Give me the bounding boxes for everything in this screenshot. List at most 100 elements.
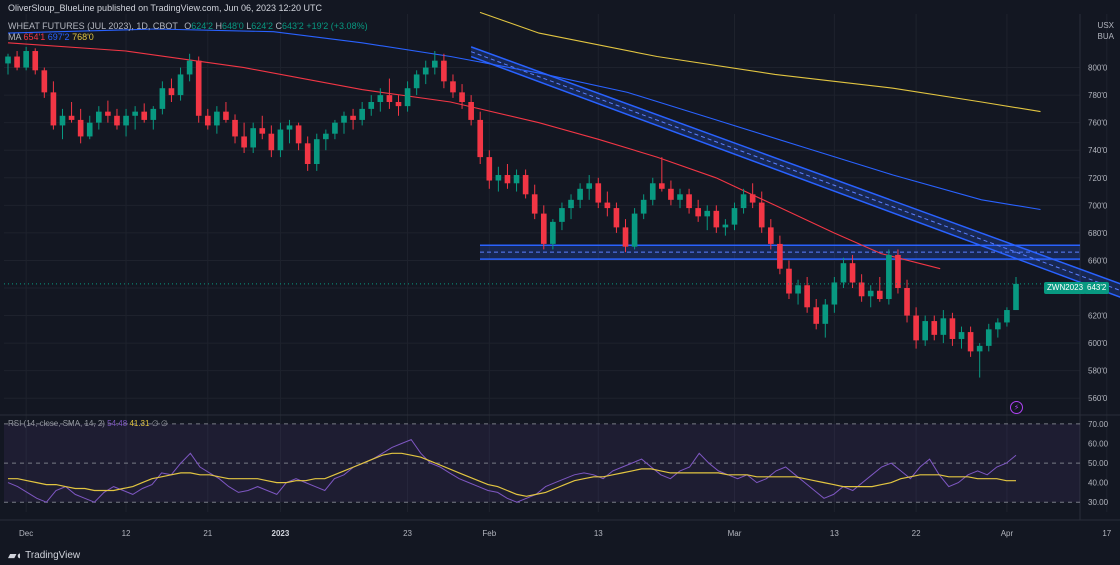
candle-body — [886, 254, 892, 300]
rsi-ma-line — [8, 452, 1016, 497]
candle-body — [895, 254, 901, 288]
price-tick-label: 560'0 — [1088, 394, 1108, 403]
candle-body — [668, 188, 674, 200]
price-tick-label: 620'0 — [1088, 312, 1108, 321]
candle-body — [559, 208, 565, 222]
ma-value-1: 654'1 — [23, 32, 46, 42]
ohlc-c: 643'2 — [282, 21, 304, 31]
candle-body — [77, 119, 84, 137]
rsi-value-1: 54.48 — [107, 419, 128, 428]
candle-body — [777, 243, 783, 269]
ohlc-change: +19'2 (+3.08%) — [306, 21, 368, 31]
ma-legend: MA 654'1 697'2 768'0 — [8, 32, 94, 42]
currency-line-1: USX — [1097, 21, 1114, 30]
candle-body — [195, 60, 202, 116]
ohlc-c-label: C — [275, 21, 283, 31]
candle-body — [241, 136, 247, 148]
ohlc-o: 624'2 — [191, 21, 213, 31]
price-tick-label: 600'0 — [1088, 339, 1108, 348]
candle-body — [949, 318, 956, 339]
candle-body — [450, 81, 456, 93]
candle-body — [577, 188, 583, 200]
rsi-pane — [4, 423, 1080, 503]
candle-body — [341, 115, 347, 123]
candle-body — [250, 128, 257, 148]
candle-body — [504, 175, 511, 184]
time-tick-label: 13 — [594, 529, 603, 538]
rsi-tick-label: 50.00 — [1088, 459, 1109, 468]
price-tick-label: 740'0 — [1088, 146, 1108, 155]
down-channel — [470, 46, 1120, 298]
candle-body — [722, 224, 729, 228]
ohlc-l-label: L — [246, 21, 252, 31]
candle-body — [767, 227, 774, 244]
rsi-line — [7, 438, 1017, 503]
candle-body — [931, 321, 938, 335]
grid-lines — [0, 14, 1120, 521]
ma-label: MA — [8, 32, 22, 42]
candle-body — [695, 208, 701, 217]
candle-body — [758, 202, 765, 228]
candle-body — [359, 108, 365, 120]
price-tick-label: 580'0 — [1088, 367, 1108, 376]
candle-body — [976, 345, 983, 352]
rsi-legend-text: RSI (14, close, SMA, 14, 2) — [8, 419, 105, 428]
lightning-icon[interactable]: ⚡ — [1010, 401, 1023, 414]
candle-body — [14, 56, 20, 68]
candle-body — [731, 208, 738, 225]
rsi-tick-label: 30.00 — [1088, 498, 1109, 507]
candle-body — [477, 119, 484, 158]
moving-averages — [7, 11, 1041, 270]
time-tick-label: 13 — [830, 529, 839, 538]
candle-body — [105, 111, 111, 116]
rsi-tick-label: 40.00 — [1088, 479, 1109, 488]
channel-fill — [471, 46, 1120, 298]
candle-body — [831, 282, 838, 305]
candle-body — [177, 74, 184, 96]
channel-upper-line — [470, 46, 1120, 285]
candle-body — [223, 111, 229, 120]
candle-body — [5, 56, 11, 64]
candle-body — [86, 122, 93, 137]
candle-body — [41, 70, 48, 93]
candle-body — [940, 318, 947, 335]
channel-mid-line — [470, 51, 1120, 291]
ma-line-3 — [479, 11, 1041, 113]
candlesticks — [4, 46, 1080, 378]
candle-body — [114, 115, 120, 126]
price-tick-label: 700'0 — [1088, 201, 1108, 210]
candle-body — [804, 285, 810, 308]
candle-body — [922, 321, 929, 341]
candle-body — [159, 88, 166, 109]
candle-body — [704, 210, 711, 217]
candle-body — [459, 92, 465, 102]
candle-body — [395, 102, 402, 107]
candle-body — [522, 175, 529, 195]
candle-body — [604, 202, 611, 209]
candle-body — [204, 115, 211, 126]
candle-body — [431, 60, 438, 68]
price-tick-label: 720'0 — [1088, 174, 1108, 183]
tradingview-logo-icon: ▰◖ — [8, 550, 22, 562]
symbol-name: WHEAT FUTURES (JUL 2023), 1D, CBOT — [8, 21, 178, 31]
ma-value-3: 768'0 — [72, 32, 94, 42]
candle-body — [132, 111, 138, 116]
candle-body — [313, 139, 320, 164]
candle-body — [622, 227, 629, 247]
price-tick-label: 780'0 — [1088, 91, 1108, 100]
candle-body — [849, 263, 856, 283]
ohlc-l: 624'2 — [251, 21, 274, 31]
candle-body — [840, 263, 847, 283]
candle-body — [150, 108, 157, 120]
candle-body — [286, 125, 293, 130]
candle-body — [259, 128, 266, 134]
time-tick-label: Dec — [19, 529, 33, 538]
ohlc-h-label: H — [215, 21, 223, 31]
candle-body — [613, 208, 620, 228]
candle-body — [649, 183, 656, 200]
candle-body — [595, 183, 602, 203]
rsi-tick-label: 70.00 — [1088, 420, 1109, 429]
candle-body — [422, 67, 429, 75]
candle-body — [350, 115, 356, 120]
